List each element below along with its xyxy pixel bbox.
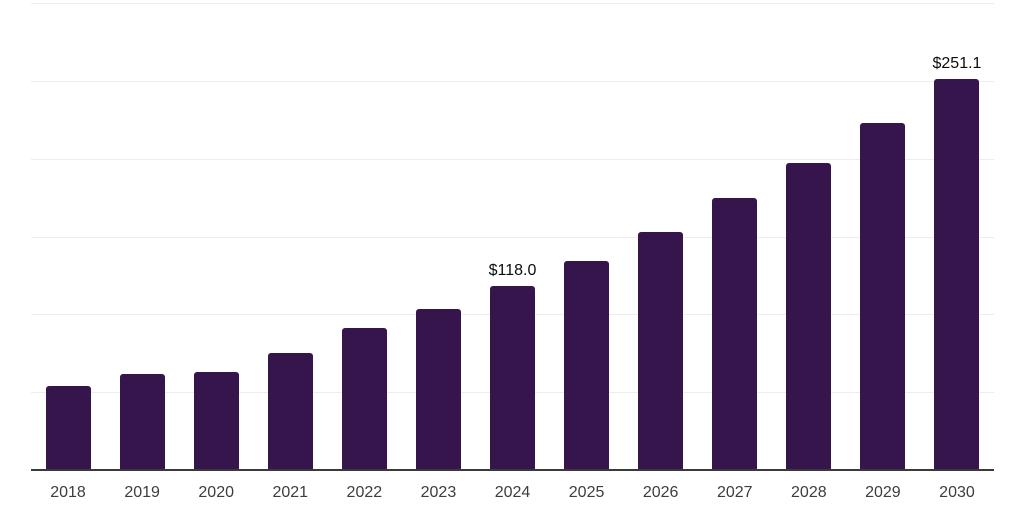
x-tick-2021: 2021 [272,484,309,501]
bar-slot-2024: $118.0 [475,3,549,470]
bar-2024 [490,286,535,470]
bar-slot-2028 [772,3,846,470]
data-label-2024: $118.0 [488,262,537,280]
x-tick-2023: 2023 [420,484,457,501]
bar-2029 [860,122,906,470]
x-tick-2019: 2019 [124,484,160,501]
x-tick-2022: 2022 [346,484,383,501]
bar-slot-2026 [624,3,698,470]
bar-slot-2019 [105,3,179,470]
bar-slot-2023 [401,3,475,470]
bar-2018 [45,386,91,470]
x-tick-2028: 2028 [791,484,827,501]
x-tick-2025: 2025 [568,484,605,501]
bars-row: $118.0 $251.1 [31,3,994,470]
bar-2023 [415,308,461,470]
bar-slot-2022 [327,3,401,470]
x-tick-2020: 2020 [198,484,234,501]
x-tick-2027: 2027 [716,484,753,501]
data-label-2030: $251.1 [932,55,982,73]
bar-slot-2027 [698,3,772,470]
gridline-200 [31,158,994,160]
x-axis-labels: 2018 2019 2020 2021 2022 2023 2024 2025 2026 2027… [31,484,994,502]
bar-slot-2020 [179,3,253,470]
bar-slot-2029 [846,3,920,470]
bar-2025 [564,260,610,470]
bar-slot-2025 [550,3,624,470]
bar-slot-2030: $251.1 [920,3,994,470]
gridline-250 [31,80,994,82]
x-tick-2024: 2024 [494,484,531,501]
bar-2020 [193,371,239,470]
bar-slot-2021 [253,3,327,470]
x-tick-2030: 2030 [939,484,975,501]
bar-2027 [712,197,758,470]
bar-2022 [341,328,387,470]
x-axis-line [31,469,994,471]
bar-2021 [267,352,313,470]
x-tick-2029: 2029 [865,484,901,501]
x-tick-2018: 2018 [50,484,86,501]
plot-area: $118.0 $251.1 [31,3,994,471]
x-tick-2026: 2026 [642,484,679,501]
bar-2019 [119,373,165,470]
gridline-300 [31,3,994,4]
bar-2030 [934,79,980,470]
bar-2026 [638,231,684,470]
gridline-150 [31,236,994,238]
bar-2028 [786,162,832,470]
bar-slot-2018 [31,3,105,470]
